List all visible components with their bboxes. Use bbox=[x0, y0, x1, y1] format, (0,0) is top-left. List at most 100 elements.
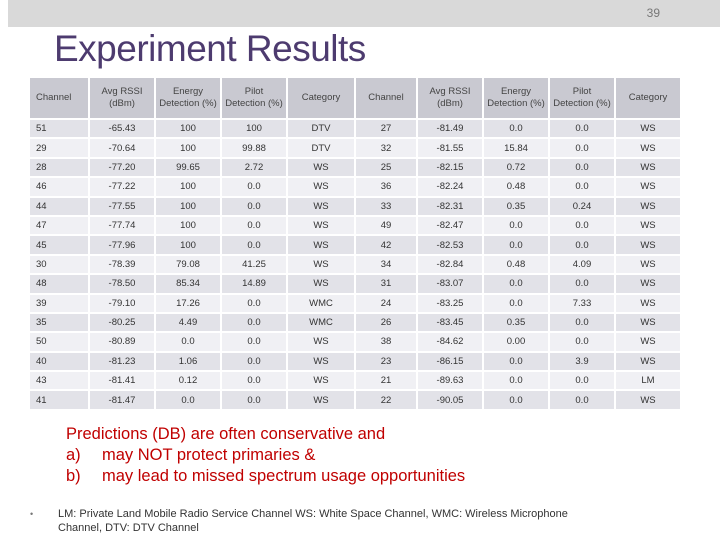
table-cell: 0.0 bbox=[484, 273, 548, 293]
table-cell: WS bbox=[288, 350, 354, 371]
table-cell: WS bbox=[616, 311, 680, 332]
table-cell: 0.0 bbox=[550, 234, 614, 254]
prediction-callout: Predictions (DB) are often conservative … bbox=[66, 424, 465, 487]
table-cell: 0.0 bbox=[550, 370, 614, 390]
table-cell: 21 bbox=[356, 370, 416, 390]
table-cell: -86.15 bbox=[418, 350, 482, 371]
table-cell: WS bbox=[616, 273, 680, 293]
table-row: 43 -81.41 0.12 0.0 WS 21 -89.63 0.0 0.0 LM bbox=[30, 370, 680, 390]
table-cell: 47 bbox=[30, 214, 88, 235]
callout-marker-a: a) bbox=[66, 446, 81, 464]
table-cell: 0.0 bbox=[550, 118, 614, 138]
column-header: Energy Detection (%) bbox=[484, 78, 548, 118]
table-cell: 0.0 bbox=[550, 311, 614, 332]
table-cell: -70.64 bbox=[90, 137, 154, 157]
column-header: Category bbox=[288, 78, 354, 118]
column-header: Channel bbox=[356, 78, 416, 118]
table-cell: 50 bbox=[30, 331, 88, 351]
table-cell: 0.0 bbox=[156, 331, 220, 351]
table-cell: 0.0 bbox=[484, 389, 548, 409]
table-cell: 100 bbox=[222, 118, 286, 138]
table-cell: 23 bbox=[356, 350, 416, 371]
table-cell: 0.12 bbox=[156, 370, 220, 390]
table-cell: -82.24 bbox=[418, 176, 482, 196]
table-cell: 35 bbox=[30, 311, 88, 332]
callout-marker-b: b) bbox=[66, 467, 81, 485]
callout-item-b: b) may lead to missed spectrum usage opp… bbox=[66, 466, 465, 487]
table-cell: 41 bbox=[30, 389, 88, 409]
table-cell: 45 bbox=[30, 234, 88, 254]
table-cell: -65.43 bbox=[90, 118, 154, 138]
table-cell: 0.35 bbox=[484, 195, 548, 215]
table-cell: -82.47 bbox=[418, 214, 482, 235]
table-cell: WS bbox=[616, 292, 680, 312]
table-cell: 0.0 bbox=[484, 234, 548, 254]
table-body: 51 -65.43 100 100 DTV 27 -81.49 0.0 0.0 WS 29 -70.6… bbox=[30, 118, 680, 409]
table-cell: -81.55 bbox=[418, 137, 482, 157]
table-cell: WS bbox=[616, 137, 680, 157]
table-cell: 0.0 bbox=[550, 137, 614, 157]
table-cell: 15.84 bbox=[484, 137, 548, 157]
table-cell: WS bbox=[288, 156, 354, 177]
column-header: Avg RSSI (dBm) bbox=[418, 78, 482, 118]
table-cell: 46 bbox=[30, 176, 88, 196]
table-cell: 0.24 bbox=[550, 195, 614, 215]
table-cell: 0.0 bbox=[222, 195, 286, 215]
slide-header-bar bbox=[8, 0, 720, 27]
table-cell: -83.45 bbox=[418, 311, 482, 332]
table-row: 30 -78.39 79.08 41.25 WS 34 -82.84 0.48 4.09 WS bbox=[30, 253, 680, 274]
table-cell: WS bbox=[616, 389, 680, 409]
table-cell: 40 bbox=[30, 350, 88, 371]
table-cell: 7.33 bbox=[550, 292, 614, 312]
table-cell: 0.0 bbox=[484, 292, 548, 312]
table-cell: 24 bbox=[356, 292, 416, 312]
table-cell: -81.23 bbox=[90, 350, 154, 371]
table-cell: 0.0 bbox=[550, 273, 614, 293]
table-cell: -78.50 bbox=[90, 273, 154, 293]
table-cell: WS bbox=[288, 214, 354, 235]
table-cell: DTV bbox=[288, 118, 354, 138]
table-cell: 43 bbox=[30, 370, 88, 390]
callout-item-a: a) may NOT protect primaries & bbox=[66, 445, 465, 466]
table-cell: 0.0 bbox=[484, 350, 548, 371]
column-header: Energy Detection (%) bbox=[156, 78, 220, 118]
bullet-icon: • bbox=[30, 509, 34, 519]
table-cell: 0.0 bbox=[222, 389, 286, 409]
table-row: 51 -65.43 100 100 DTV 27 -81.49 0.0 0.0 WS bbox=[30, 118, 680, 138]
table-cell: 2.72 bbox=[222, 156, 286, 177]
table-cell: WMC bbox=[288, 311, 354, 332]
table-cell: 99.65 bbox=[156, 156, 220, 177]
table-row: 44 -77.55 100 0.0 WS 33 -82.31 0.35 0.24 WS bbox=[30, 195, 680, 215]
table-cell: WS bbox=[616, 253, 680, 274]
table-cell: 0.35 bbox=[484, 311, 548, 332]
table-cell: 100 bbox=[156, 118, 220, 138]
callout-text-a: may NOT protect primaries & bbox=[102, 446, 316, 464]
results-table: Channel Avg RSSI (dBm) Energy Detection (%… bbox=[28, 78, 682, 409]
footnote-text: LM: Private Land Mobile Radio Service Ch… bbox=[58, 508, 568, 534]
table-cell: 0.0 bbox=[222, 176, 286, 196]
table-cell: 0.0 bbox=[484, 118, 548, 138]
table-cell: 38 bbox=[356, 331, 416, 351]
table-cell: -77.74 bbox=[90, 214, 154, 235]
table-cell: WS bbox=[288, 234, 354, 254]
table-row: 41 -81.47 0.0 0.0 WS 22 -90.05 0.0 0.0 WS bbox=[30, 389, 680, 409]
table-cell: WS bbox=[616, 350, 680, 371]
table-cell: WMC bbox=[288, 292, 354, 312]
table-cell: WS bbox=[616, 118, 680, 138]
table-cell: 0.0 bbox=[222, 234, 286, 254]
table-cell: 48 bbox=[30, 273, 88, 293]
table-cell: 85.34 bbox=[156, 273, 220, 293]
table-cell: 22 bbox=[356, 389, 416, 409]
table-cell: 34 bbox=[356, 253, 416, 274]
page-number: 39 bbox=[646, 6, 660, 20]
table-row: 46 -77.22 100 0.0 WS 36 -82.24 0.48 0.0 WS bbox=[30, 176, 680, 196]
table-cell: WS bbox=[616, 176, 680, 196]
table-cell: 0.0 bbox=[484, 370, 548, 390]
table-cell: 4.09 bbox=[550, 253, 614, 274]
table-cell: 17.26 bbox=[156, 292, 220, 312]
legend-footnote: • LM: Private Land Mobile Radio Service … bbox=[30, 507, 570, 535]
table-cell: -77.20 bbox=[90, 156, 154, 177]
table-cell: WS bbox=[288, 273, 354, 293]
table-cell: 27 bbox=[356, 118, 416, 138]
table-cell: -84.62 bbox=[418, 331, 482, 351]
